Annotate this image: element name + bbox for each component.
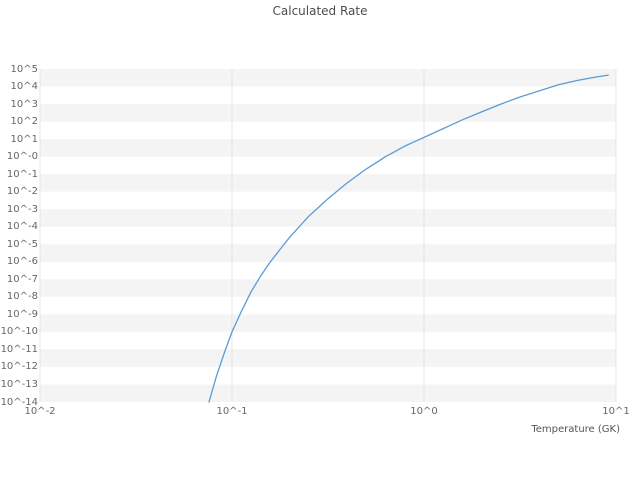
y-tick-label: 10^-7: [6, 273, 38, 285]
y-tick-label: 10^-9: [6, 308, 38, 320]
background-band: [40, 279, 616, 297]
x-tick-label: 10^-2: [24, 406, 56, 417]
y-tick-label: 10^-11: [0, 343, 38, 355]
y-tick-label: 10^3: [10, 98, 38, 110]
x-tick-label: 10^1: [602, 406, 630, 417]
background-band: [40, 209, 616, 227]
y-tick-label: 10^-5: [6, 238, 38, 250]
y-tick-label: 10^-2: [6, 186, 38, 198]
y-tick-label: 10^-6: [6, 256, 38, 268]
x-tick-label: 10^-1: [216, 406, 248, 417]
y-tick-label: 10^-10: [0, 326, 38, 338]
y-tick-label: 10^5: [10, 63, 38, 75]
background-band: [40, 349, 616, 367]
background-band: [40, 244, 616, 262]
x-axis-title: Temperature (GK): [531, 424, 620, 435]
background-band: [40, 174, 616, 192]
y-tick-label: 10^-8: [6, 291, 38, 303]
y-tick-label: 10^2: [10, 116, 38, 128]
y-tick-label: 10^-3: [6, 203, 38, 215]
background-band: [40, 69, 616, 87]
y-tick-label: 10^1: [10, 133, 38, 145]
background-band: [40, 384, 616, 402]
rate-curve: [208, 74, 609, 403]
y-tick-label: 10^-13: [0, 379, 38, 390]
y-tick-label: 10^-12: [0, 361, 38, 373]
y-tick-label: 10^4: [10, 81, 38, 92]
y-tick-label: 10^-4: [6, 221, 38, 233]
background-band: [40, 314, 616, 332]
background-band: [40, 104, 616, 122]
x-tick-label: 10^0: [410, 406, 438, 417]
background-band: [40, 139, 616, 157]
y-tick-label: 10^-14: [0, 396, 38, 408]
chart-title: Calculated Rate: [272, 4, 368, 18]
y-tick-label: 10^-0: [6, 151, 38, 163]
y-tick-label: 10^-1: [6, 168, 38, 180]
